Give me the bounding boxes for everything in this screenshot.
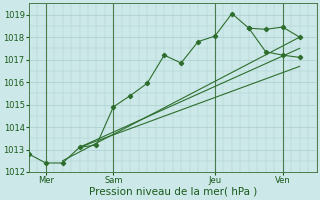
X-axis label: Pression niveau de la mer( hPa ): Pression niveau de la mer( hPa ) bbox=[89, 187, 257, 197]
